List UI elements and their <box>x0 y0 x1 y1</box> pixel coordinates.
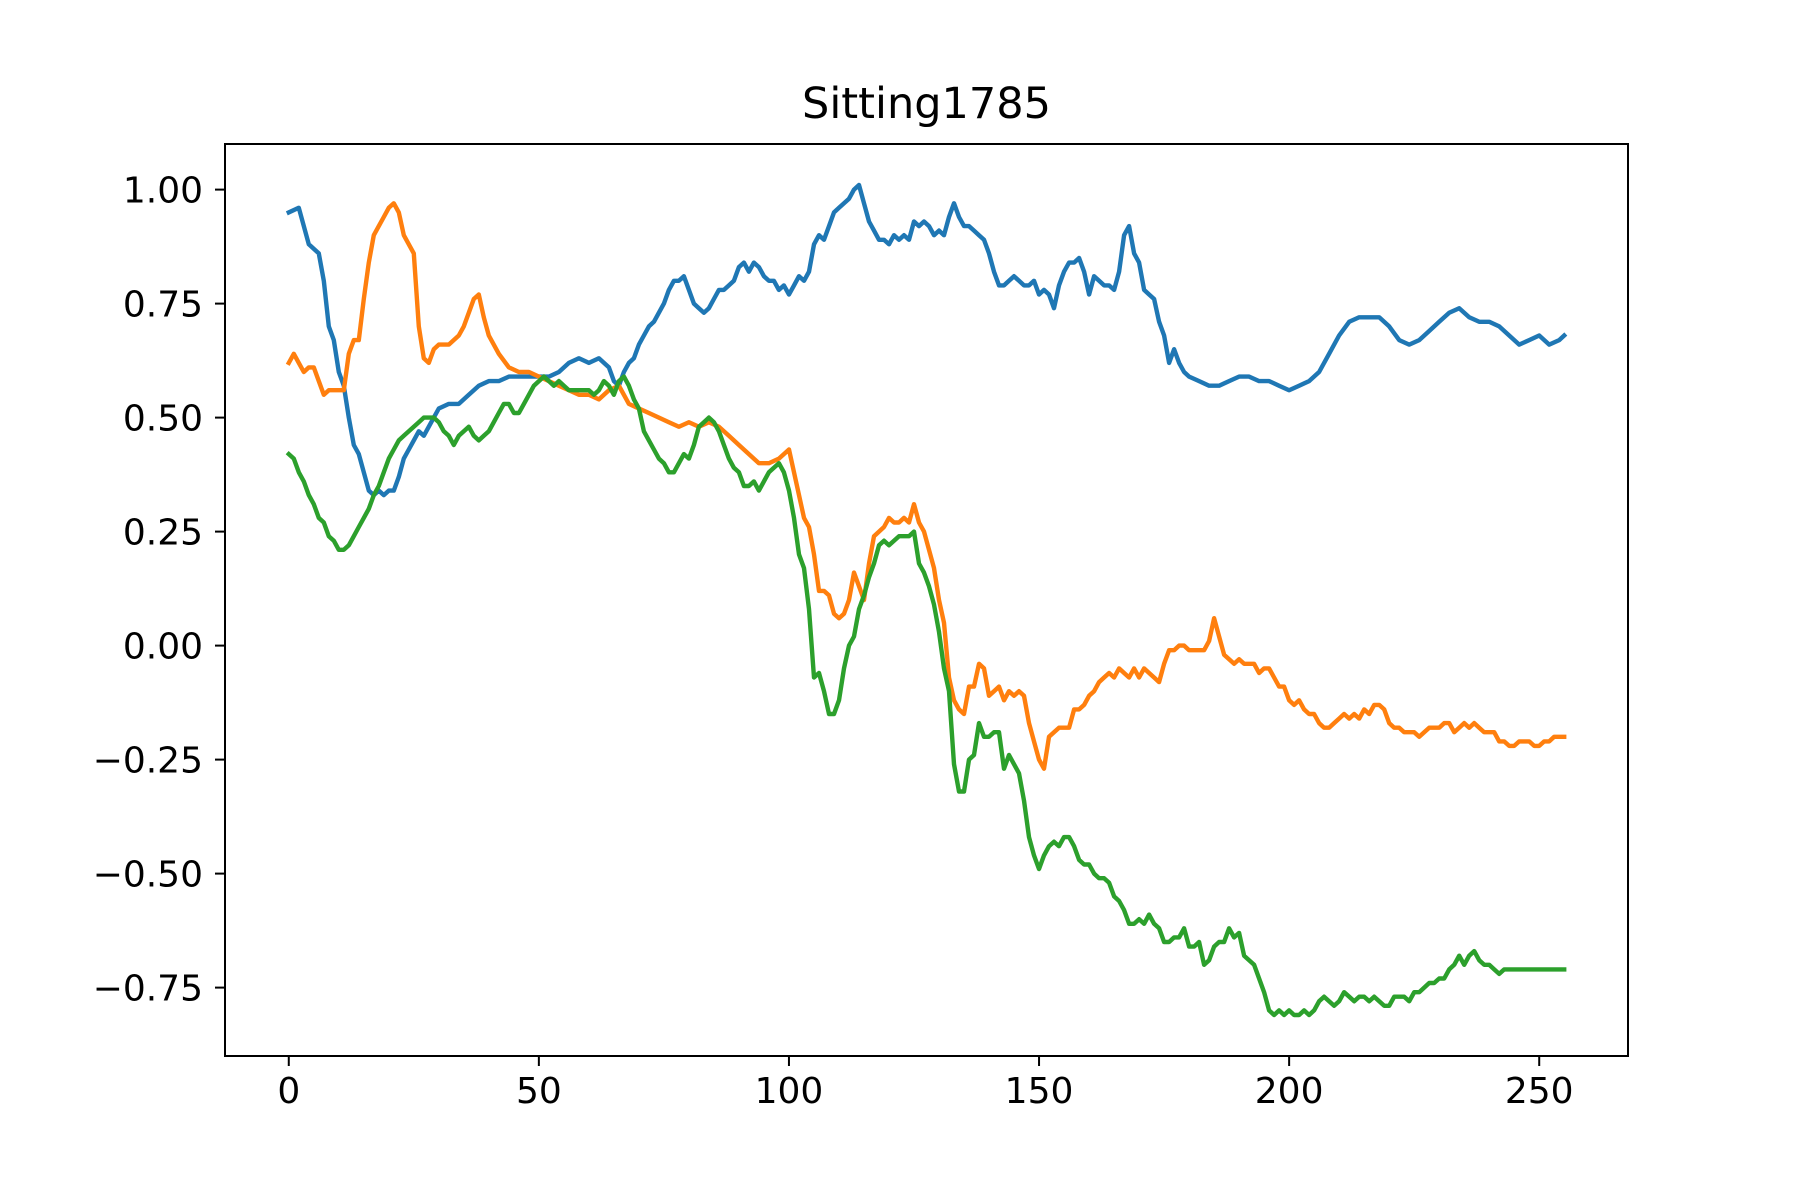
x-tick-label: 150 <box>1005 1071 1074 1112</box>
x-tick-label: 100 <box>755 1071 824 1112</box>
y-tick-label: 0.75 <box>123 285 203 326</box>
x-tick-label: 50 <box>516 1071 562 1112</box>
y-tick-label: 0.50 <box>123 399 203 440</box>
y-tick-label: 1.00 <box>123 171 203 212</box>
series-layer <box>285 182 1568 1018</box>
plot-frame <box>224 143 1629 1057</box>
y-tick-label: 0.25 <box>123 513 203 554</box>
x-tick-label: 250 <box>1505 1071 1574 1112</box>
chart-title: Sitting1785 <box>802 79 1051 129</box>
y-tick-label: 0.00 <box>123 627 203 668</box>
y-tick-label: −0.50 <box>93 855 203 896</box>
series-line-2 <box>285 201 1567 771</box>
series-line-1 <box>285 182 1568 498</box>
y-tick-label: −0.75 <box>93 969 203 1010</box>
y-tick-label: −0.25 <box>93 741 203 782</box>
x-tick-label: 200 <box>1255 1071 1324 1112</box>
x-tick-label: 0 <box>277 1071 300 1112</box>
axis-layer: 0 50 100 150 200 250 −0.75 −0.50 −0.25 0.00 0.25 0.… <box>93 143 1629 1112</box>
series-line-3 <box>285 374 1567 1018</box>
